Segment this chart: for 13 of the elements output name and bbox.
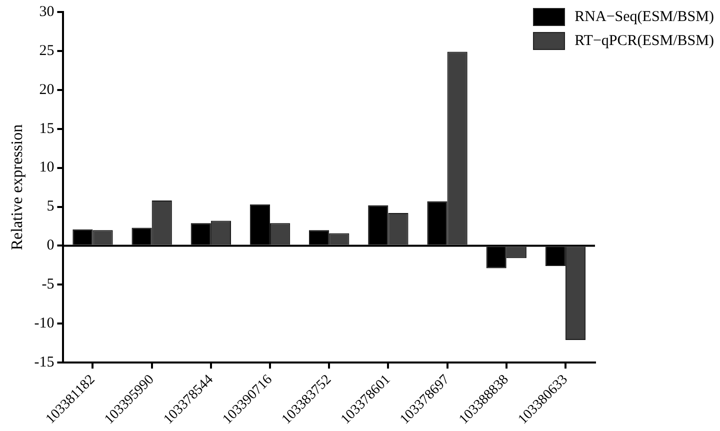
y-tick-label: 20: [39, 82, 54, 98]
y-tick-label: 25: [39, 42, 54, 59]
legend-label: RT−qPCR(ESM/BSM): [574, 32, 714, 50]
legend-label: RNA−Seq(ESM/BSM): [574, 8, 714, 26]
y-tick-label: -15: [34, 354, 54, 371]
y-tick-label: 10: [39, 160, 54, 176]
y-tick-label: -5: [42, 276, 54, 293]
y-axis-title: Relative expression: [8, 124, 26, 250]
y-tick-label: 30: [39, 4, 54, 20]
y-tick-label: 5: [46, 198, 54, 215]
y-tick-label: 15: [39, 120, 54, 137]
y-tick-label: 0: [46, 238, 54, 254]
y-tick-label: -10: [34, 316, 54, 332]
